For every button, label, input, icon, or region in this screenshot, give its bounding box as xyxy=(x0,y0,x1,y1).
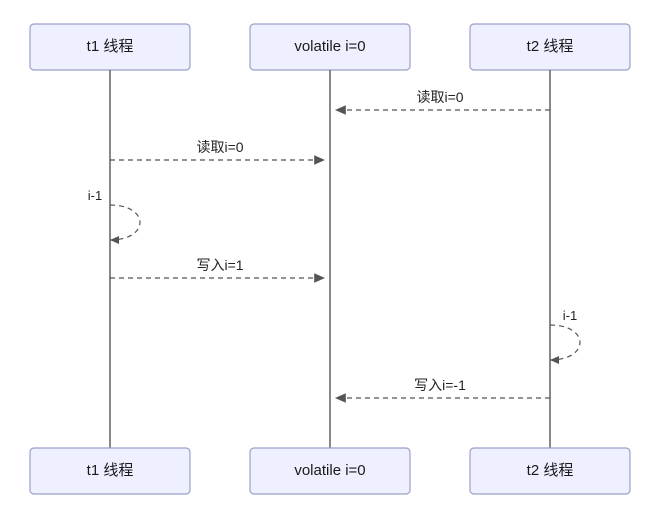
participant-vi-top: volatile i=0 xyxy=(250,24,410,70)
sequence-diagram: t1 线程 volatile i=0 t2 线程 读取i=0 读取i=0 i-1… xyxy=(0,0,661,519)
participant-t1-top: t1 线程 xyxy=(30,24,190,70)
message-m2: 读取i=0 xyxy=(110,139,325,160)
message-m4-label: 写入i=-1 xyxy=(414,377,466,393)
self-message-s2-label: i-1 xyxy=(563,308,577,323)
participant-vi-label: volatile i=0 xyxy=(294,38,365,55)
participant-t1-label-bottom: t1 线程 xyxy=(87,462,134,479)
participant-t1-bottom: t1 线程 xyxy=(30,448,190,494)
message-m3: 写入i=1 xyxy=(110,257,325,278)
participant-t2-label-bottom: t2 线程 xyxy=(527,462,574,479)
message-m1: 读取i=0 xyxy=(335,89,550,110)
participant-vi-label-bottom: volatile i=0 xyxy=(294,462,365,479)
message-m3-label: 写入i=1 xyxy=(196,257,243,273)
message-m2-label: 读取i=0 xyxy=(196,139,243,155)
participant-t2-top: t2 线程 xyxy=(470,24,630,70)
self-message-s1: i-1 xyxy=(88,188,140,244)
self-message-s1-label: i-1 xyxy=(88,188,102,203)
self-message-s2: i-1 xyxy=(550,308,580,364)
message-m4: 写入i=-1 xyxy=(335,377,550,398)
message-m1-label: 读取i=0 xyxy=(416,89,463,105)
participant-t2-label: t2 线程 xyxy=(527,38,574,55)
participant-t1-label: t1 线程 xyxy=(87,38,134,55)
participant-vi-bottom: volatile i=0 xyxy=(250,448,410,494)
participant-t2-bottom: t2 线程 xyxy=(470,448,630,494)
